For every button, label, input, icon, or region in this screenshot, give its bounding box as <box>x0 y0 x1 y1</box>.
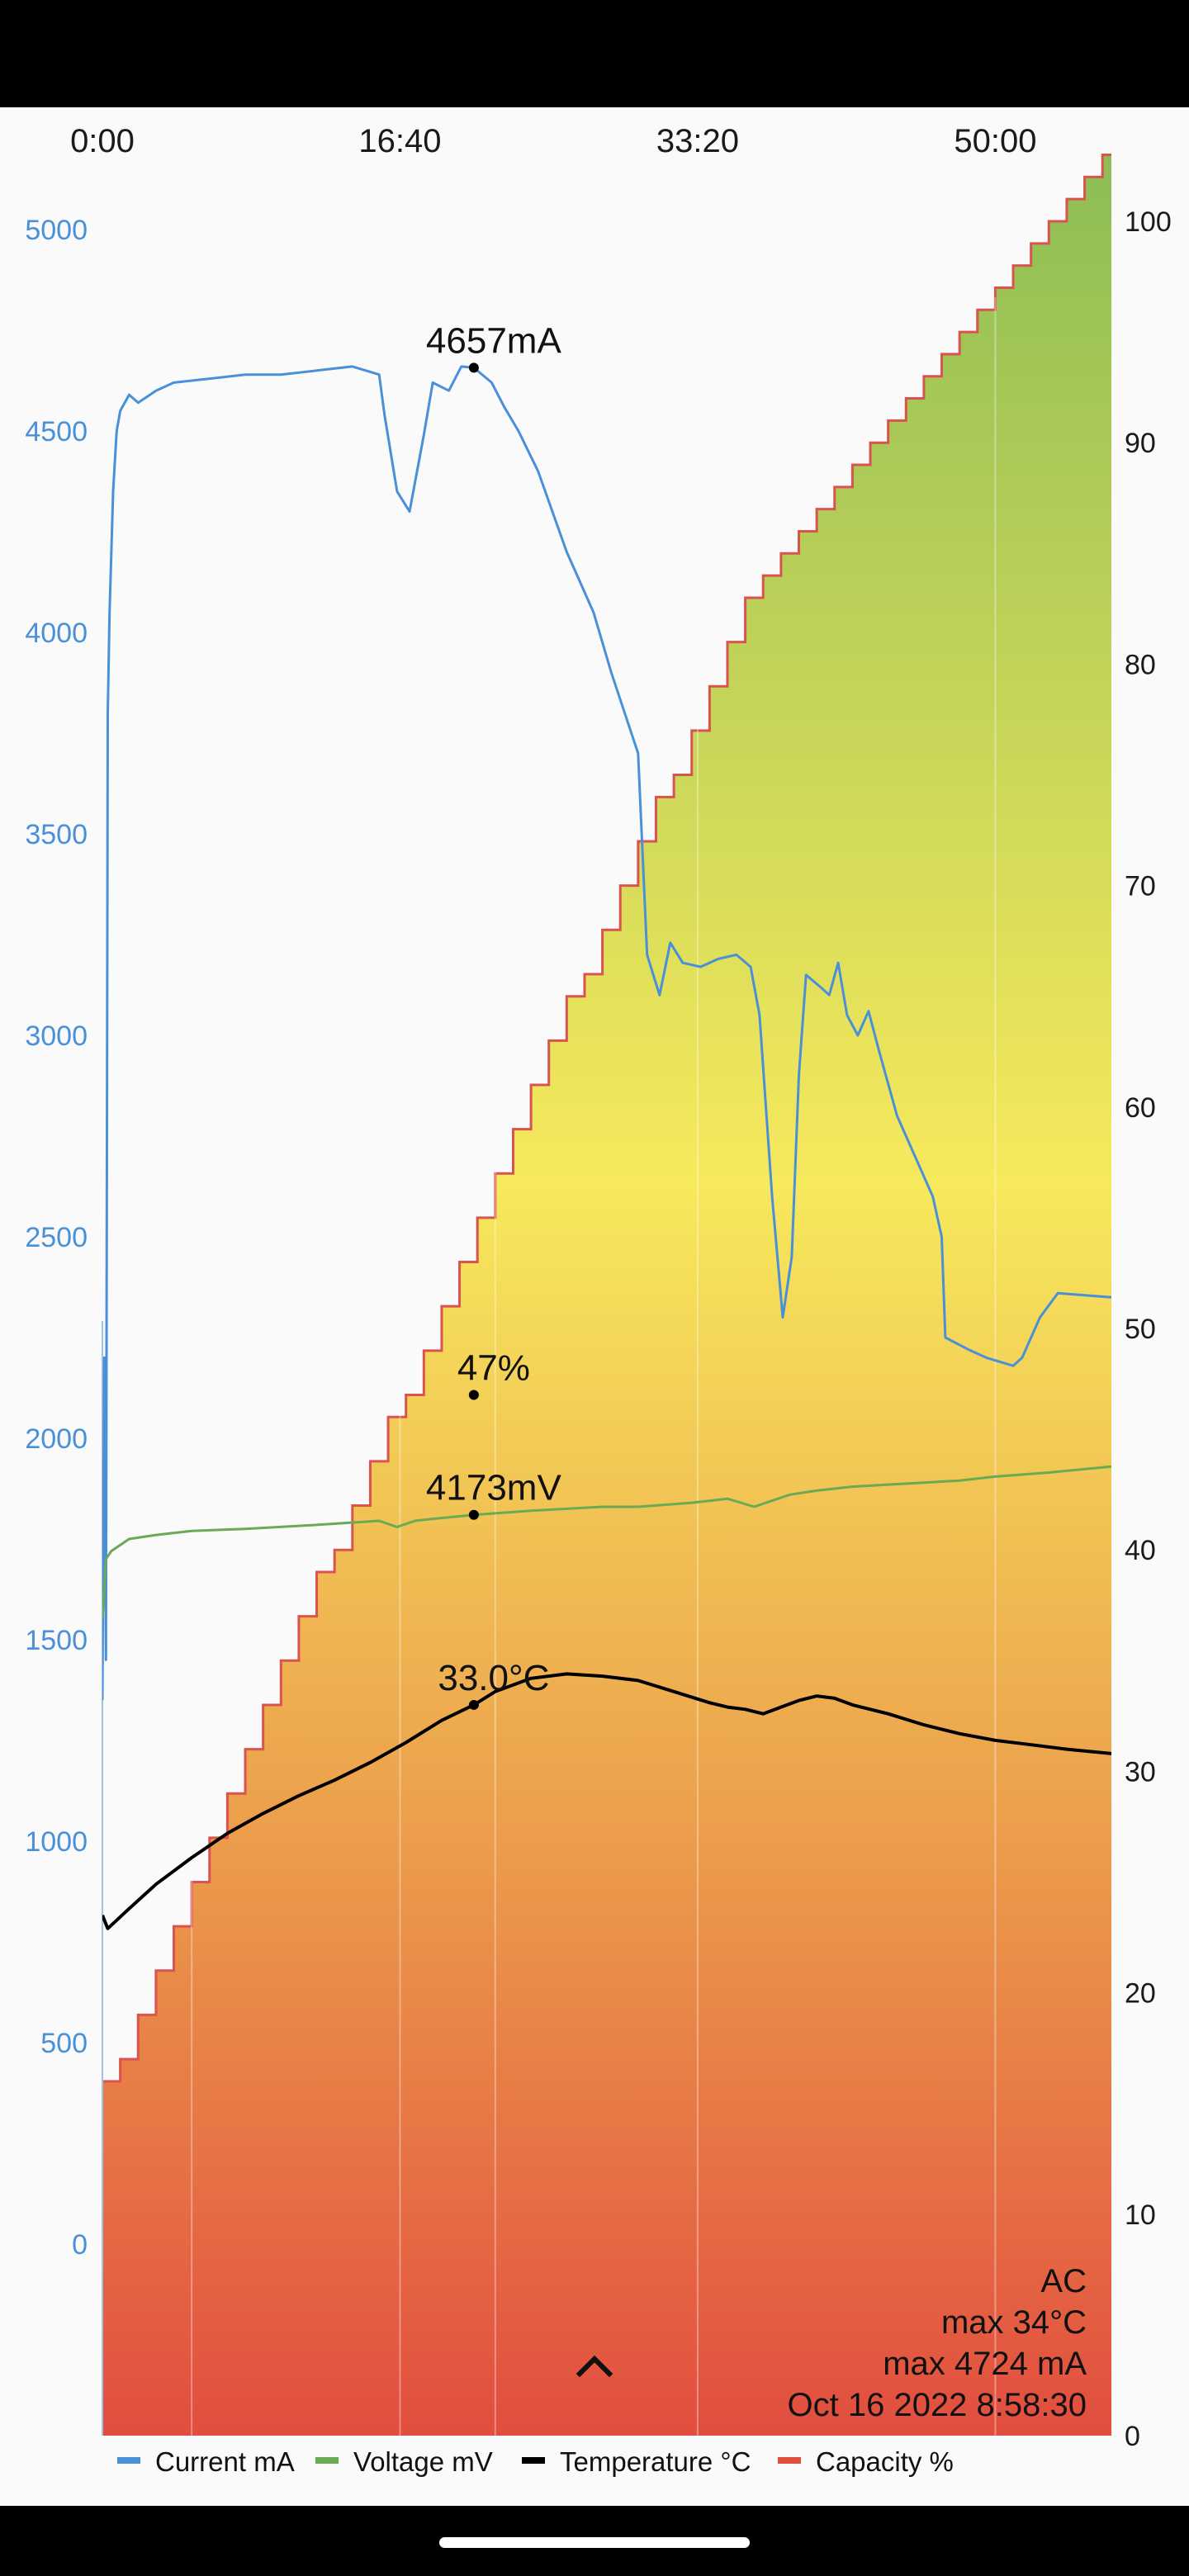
legend-swatch <box>778 2457 801 2464</box>
left-tick-label: 2000 <box>25 1423 88 1455</box>
right-tick-label: 40 <box>1125 1535 1156 1566</box>
left-tick-label: 1500 <box>25 1625 88 1656</box>
x-tick-label: 33:20 <box>656 123 739 159</box>
series-line <box>102 1465 1111 1620</box>
marker-dot <box>468 1699 479 1710</box>
right-tick-label: 100 <box>1125 206 1172 238</box>
left-tick-label: 3000 <box>25 1020 88 1052</box>
left-tick-label: 1000 <box>25 1826 88 1858</box>
legend-label: Voltage mV <box>353 2446 493 2477</box>
info-date: Oct 16 2022 8:58:30 <box>788 2387 1087 2423</box>
legend-swatch <box>117 2457 140 2464</box>
info-box: AC max 34°C max 4724 mA Oct 16 2022 8:58… <box>788 2263 1087 2423</box>
annotations: 4657mA 47% 4173mV 33.0°C <box>426 320 562 1710</box>
x-tick-label: 0:00 <box>70 123 135 159</box>
plot-area <box>102 154 1111 2436</box>
vertical-gridlines <box>102 297 997 2436</box>
right-tick-label: 50 <box>1125 1314 1156 1345</box>
info-max-current: max 4724 mA <box>883 2346 1087 2382</box>
marker-label: 47% <box>457 1347 530 1388</box>
marker-dot <box>468 1390 479 1400</box>
left-tick-label: 2500 <box>25 1222 88 1253</box>
right-tick-label: 60 <box>1125 1092 1156 1124</box>
info-max-temp: max 34°C <box>941 2304 1087 2341</box>
left-tick-label: 4000 <box>25 618 88 649</box>
x-tick-label: 16:40 <box>358 123 441 159</box>
right-tick-label: 30 <box>1125 1756 1156 1788</box>
left-tick-label: 4500 <box>25 416 88 447</box>
battery-chart: 0:00 16:40 33:20 50:00 50004500400035003000… <box>25 123 1172 2477</box>
right-tick-label: 80 <box>1125 649 1156 680</box>
series-lines <box>102 365 1111 1930</box>
marker-label: 4657mA <box>426 320 562 361</box>
chevron-up-icon[interactable] <box>561 2337 628 2394</box>
right-tick-label: 0 <box>1125 2421 1140 2452</box>
right-tick-label: 20 <box>1125 1978 1156 2010</box>
x-tick-label: 50:00 <box>954 123 1036 159</box>
legend-label: Temperature °C <box>560 2446 751 2477</box>
left-tick-label: 5000 <box>25 215 88 246</box>
right-tick-label: 10 <box>1125 2200 1156 2231</box>
x-axis-ticks: 0:00 16:40 33:20 50:00 <box>70 123 1036 159</box>
legend-swatch <box>522 2457 545 2464</box>
capacity-area <box>102 154 1111 2436</box>
info-source: AC <box>1040 2263 1087 2299</box>
marker-label: 4173mV <box>426 1468 562 1508</box>
legend-label: Current mA <box>155 2446 295 2477</box>
series-line <box>102 365 1111 1701</box>
right-tick-label: 90 <box>1125 428 1156 459</box>
legend-label: Capacity % <box>816 2446 954 2477</box>
capacity-line <box>102 154 1111 2083</box>
marker-dot <box>468 1509 479 1520</box>
legend-swatch <box>315 2457 339 2464</box>
marker-dot <box>468 362 479 373</box>
right-tick-label: 70 <box>1125 871 1156 902</box>
marker-label: 33.0°C <box>438 1658 549 1698</box>
legend: Current mA Voltage mV Temperature °C Capaci… <box>117 2446 954 2477</box>
left-tick-label: 0 <box>72 2229 88 2261</box>
status-bar <box>0 0 1189 107</box>
home-gesture-handle[interactable] <box>439 2537 750 2548</box>
left-tick-label: 3500 <box>25 819 88 850</box>
series-line <box>102 1672 1111 1930</box>
left-tick-label: 500 <box>40 2028 88 2059</box>
